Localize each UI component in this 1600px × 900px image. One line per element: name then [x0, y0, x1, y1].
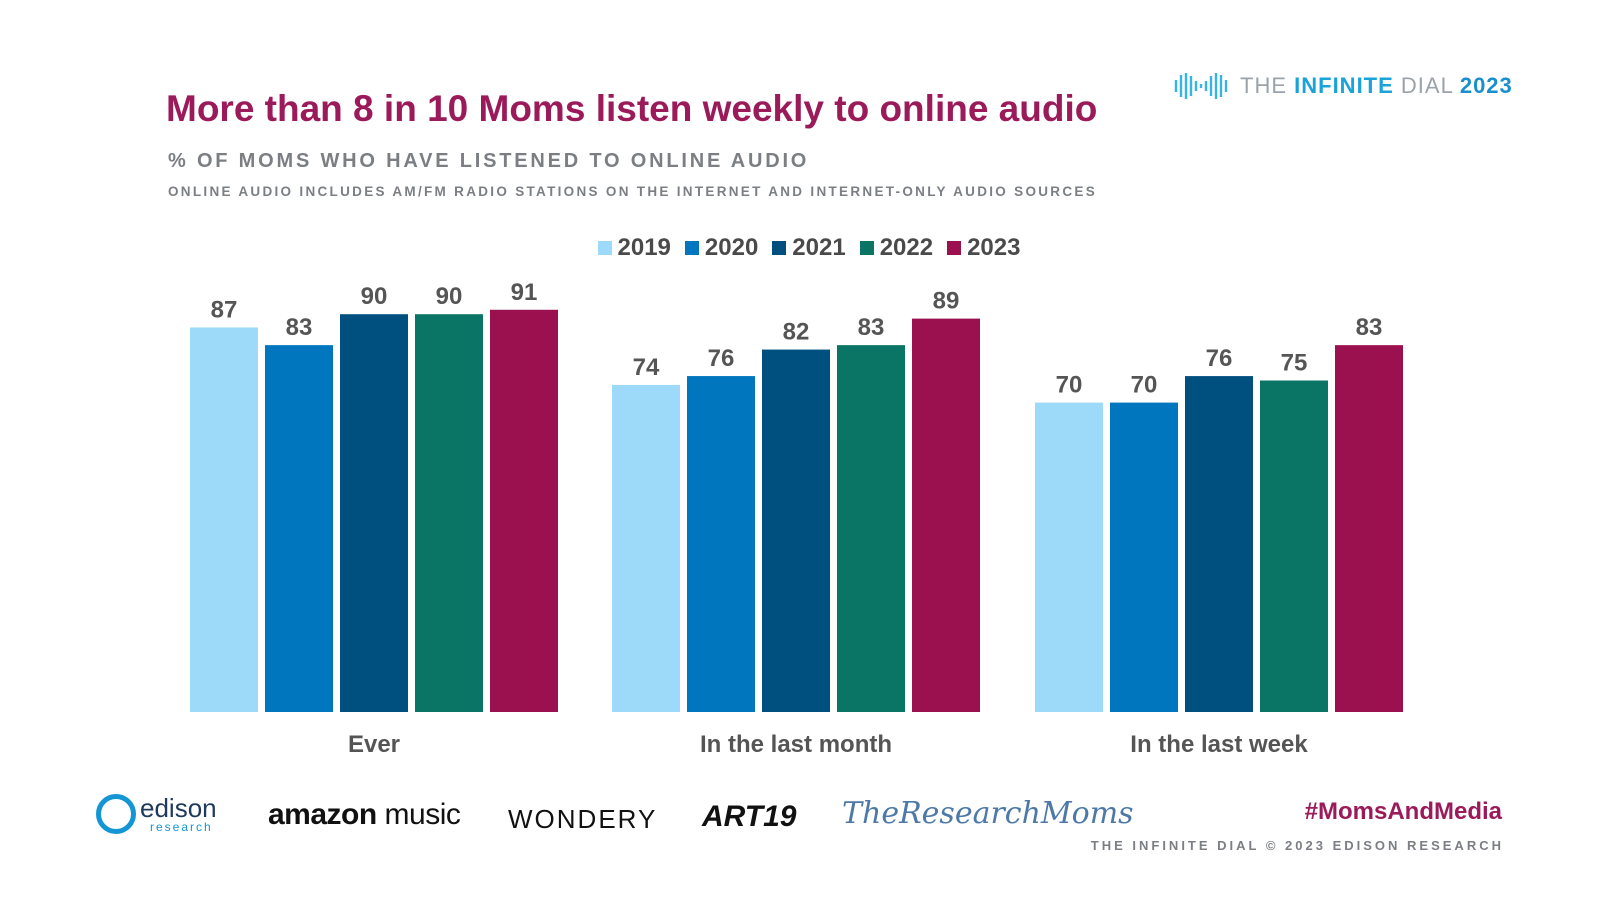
- bar-2022-0: [415, 314, 483, 712]
- legend-label: 2019: [617, 234, 671, 261]
- sponsor-logos: edison research amazon music WONDERY ART…: [96, 792, 1134, 862]
- art19-logo: ART19: [702, 800, 797, 833]
- chart-subtitle: % OF MOMS WHO HAVE LISTENED TO ONLINE AU…: [168, 150, 810, 172]
- data-label: 89: [933, 288, 960, 315]
- bar-2020-1: [687, 376, 755, 712]
- bar-2022-1: [837, 345, 905, 712]
- legend-item-2022: 2022: [859, 234, 934, 262]
- page-title: More than 8 in 10 Moms listen weekly to …: [166, 88, 1098, 129]
- copyright: THE INFINITE DIAL © 2023 EDISON RESEARCH: [1090, 838, 1504, 853]
- wondery-logo: WONDERY: [508, 804, 658, 834]
- category-label: Ever: [348, 731, 400, 758]
- bar-2019-0: [190, 327, 258, 712]
- data-label: 83: [1356, 314, 1383, 341]
- bar-2021-0: [340, 314, 408, 712]
- data-label: 90: [361, 283, 388, 310]
- brand-name: THE INFINITE DIAL 2023: [1240, 73, 1513, 98]
- research-moms-logo: TheResearchMoms: [842, 796, 1134, 831]
- edison-mark-icon: [96, 794, 136, 834]
- brand-logo: THE INFINITE DIAL 2023: [1172, 68, 1513, 104]
- bar-2023-2: [1335, 345, 1403, 712]
- legend-label: 2022: [879, 234, 934, 261]
- data-label: 76: [1206, 345, 1233, 372]
- data-label: 75: [1281, 350, 1308, 377]
- data-label: 70: [1056, 372, 1083, 399]
- bar-2023-0: [490, 309, 558, 712]
- data-label: 83: [858, 314, 885, 341]
- legend-swatch: [947, 241, 962, 255]
- bar-2021-1: [762, 349, 830, 712]
- data-label: 76: [708, 345, 735, 372]
- chart-note: ONLINE AUDIO INCLUDES AM/FM RADIO STATIO…: [168, 184, 1098, 199]
- legend-item-2019: 2019: [597, 234, 671, 262]
- chart-legend: 2019 2020 2021 2022 2023: [0, 234, 1600, 262]
- legend-swatch: [772, 241, 787, 255]
- data-label: 87: [211, 296, 238, 323]
- edison-research-logo: edison research: [96, 794, 217, 834]
- category-label: In the last week: [1130, 731, 1308, 758]
- legend-label: 2023: [967, 234, 1021, 261]
- legend-label: 2021: [792, 234, 846, 261]
- data-label: 91: [511, 279, 538, 306]
- hashtag: #MomsAndMedia: [1304, 798, 1502, 825]
- bar-2022-2: [1260, 380, 1328, 712]
- bar-2020-2: [1110, 402, 1178, 712]
- bar-2023-1: [912, 318, 980, 712]
- data-label: 83: [286, 314, 313, 341]
- bar-2020-0: [265, 345, 333, 712]
- legend-label: 2020: [704, 234, 759, 261]
- bar-chart: 87 83 90 90 91 Ever 74 76 82 83 89 In the last mont…: [190, 279, 1403, 758]
- bar-2019-1: [612, 384, 680, 712]
- amazon-music-logo: amazon music: [268, 798, 461, 831]
- legend-swatch: [684, 241, 699, 255]
- category-label: In the last month: [700, 731, 892, 758]
- data-label: 74: [633, 354, 660, 381]
- legend-item-2020: 2020: [684, 234, 759, 262]
- legend-swatch: [597, 241, 612, 255]
- infinity-wave-icon: [1174, 73, 1228, 99]
- data-label: 90: [436, 283, 463, 310]
- legend-item-2023: 2023: [947, 234, 1020, 262]
- legend-swatch: [859, 241, 874, 255]
- legend-item-2021: 2021: [772, 234, 846, 262]
- data-label: 70: [1131, 372, 1158, 399]
- bar-2021-2: [1185, 376, 1253, 712]
- brand-year: 2023: [1459, 73, 1513, 98]
- bar-2019-2: [1035, 402, 1103, 712]
- data-label: 82: [783, 319, 810, 346]
